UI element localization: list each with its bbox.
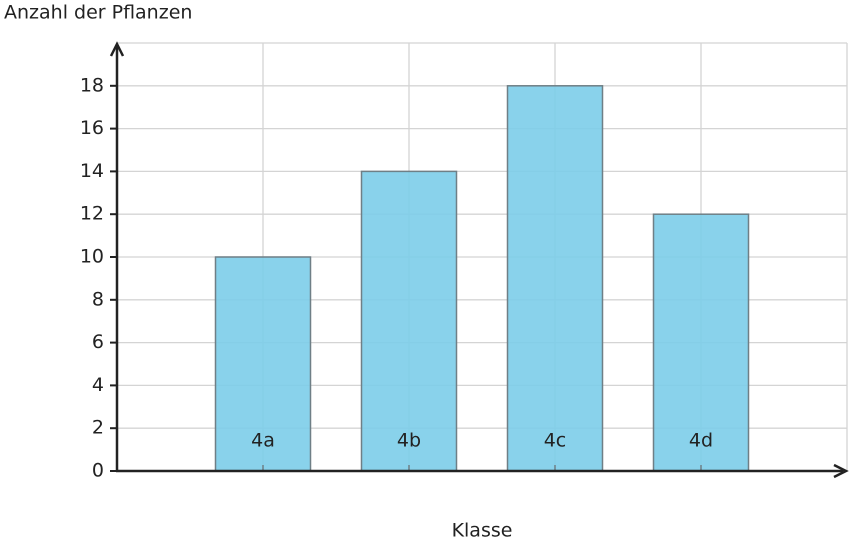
x-tick-label: 4d: [689, 430, 713, 452]
y-axis-arrow: [109, 41, 125, 57]
bar: [214, 256, 312, 472]
bars: 4a 4b 4c 4d: [214, 85, 750, 472]
axes: 0 2 4 6 8 10 12 14 16 18: [80, 41, 849, 482]
y-tick-label: 16: [80, 117, 104, 139]
x-tick-label: 4a: [251, 430, 275, 452]
bar: [506, 85, 604, 472]
bar: [652, 213, 750, 472]
y-tick-label: 8: [92, 288, 104, 310]
x-tick-label: 4b: [397, 430, 421, 452]
y-tick-label: 14: [80, 160, 104, 182]
x-tick-label: 4c: [544, 430, 567, 452]
y-tick-label: 12: [80, 203, 104, 225]
y-tick-label: 2: [92, 417, 104, 439]
x-axis-label: Klasse: [452, 520, 513, 542]
y-tick-label: 0: [92, 460, 104, 482]
bar: [360, 170, 458, 472]
y-tick-label: 6: [92, 331, 104, 353]
y-tick-label: 18: [80, 74, 104, 96]
y-tick-label: 10: [80, 246, 104, 268]
y-axis-label: Anzahl der Pflanzen: [4, 2, 192, 24]
y-tick-label: 4: [92, 374, 104, 396]
x-axis-arrow: [833, 463, 849, 479]
